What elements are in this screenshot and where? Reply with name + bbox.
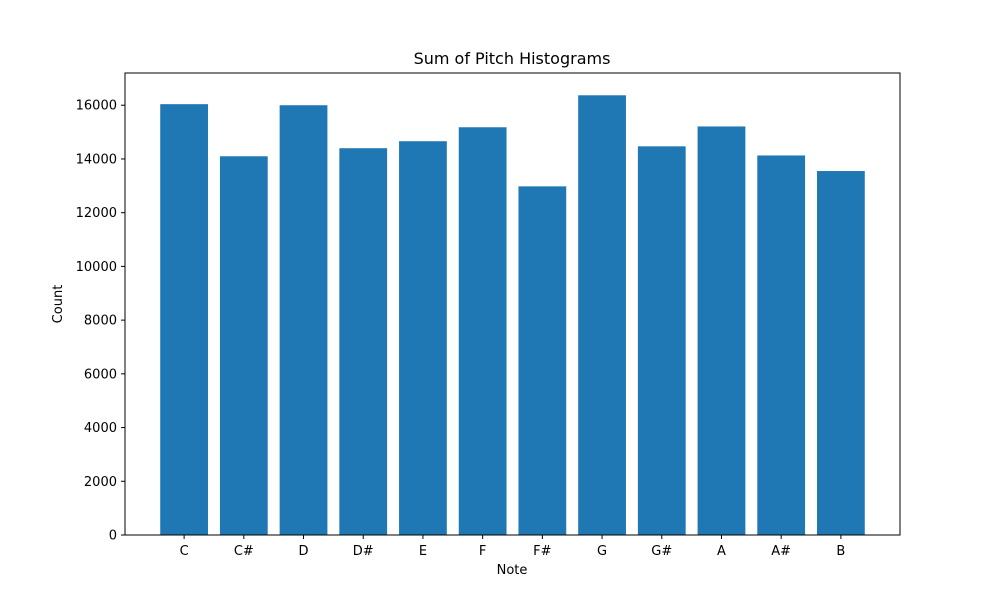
y-tick-label: 4000 (84, 421, 117, 436)
x-tick-label: D# (353, 544, 374, 559)
bar-c (160, 104, 208, 535)
bar-f-sharp (518, 186, 567, 535)
bar-b (817, 171, 865, 535)
bar-g (578, 95, 626, 535)
bar-c-sharp (219, 156, 268, 535)
y-tick-label: 6000 (84, 367, 117, 382)
x-tick-label: E (419, 544, 427, 559)
y-tick-label: 14000 (76, 152, 117, 167)
x-tick-label: A (717, 544, 726, 559)
y-tick-label: 12000 (76, 206, 117, 221)
bar-d (279, 105, 328, 536)
bar-a (697, 126, 746, 535)
x-tick-label: C# (234, 544, 254, 559)
y-tick-label: 0 (109, 529, 117, 544)
x-tick-label: F (479, 544, 486, 559)
y-tick-label: 10000 (76, 260, 117, 275)
plot-frame (124, 72, 901, 536)
y-tick-label: 16000 (76, 99, 117, 114)
y-tick-label: 2000 (84, 475, 117, 490)
x-axis-label: Note (497, 563, 528, 578)
x-axis-ticks: C C# D D# E F F# G G# A A# B (180, 535, 845, 559)
bars-group (160, 95, 865, 536)
bar-e (399, 141, 447, 535)
x-tick-label: G# (651, 544, 672, 559)
x-tick-label: F# (533, 544, 551, 559)
bar-d-sharp (339, 148, 388, 536)
bar-a-sharp (757, 155, 806, 536)
x-tick-label: D (299, 544, 309, 559)
y-axis-label: Count (51, 285, 66, 324)
x-tick-label: A# (771, 544, 791, 559)
y-tick-label: 8000 (84, 314, 117, 329)
x-tick-label: C (180, 544, 189, 559)
x-tick-label: G (597, 544, 607, 559)
bar-f (458, 127, 507, 535)
bar-g-sharp (637, 146, 686, 535)
x-tick-label: B (836, 544, 845, 559)
y-axis-ticks: 0 2000 4000 6000 8000 10000 12000 14000 16000 (76, 99, 125, 544)
chart-title: Sum of Pitch Histograms (414, 49, 611, 68)
